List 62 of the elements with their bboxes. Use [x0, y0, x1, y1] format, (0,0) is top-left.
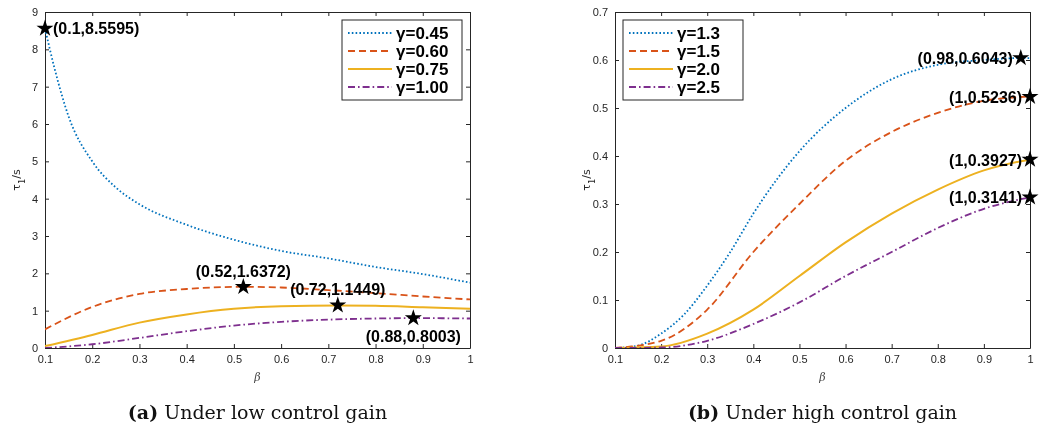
- x-axis-title: β: [253, 371, 261, 384]
- y-tick-label: 0.1: [592, 294, 608, 307]
- y-tick-label: 4: [31, 192, 38, 205]
- legend-label: γ=1.00: [396, 78, 449, 97]
- legend-label: γ=0.45: [396, 24, 449, 43]
- annotation: (1,0.3141): [949, 189, 1022, 207]
- x-tick-label: 1: [467, 352, 474, 365]
- annotation: (0.88,0.8003): [365, 328, 461, 346]
- x-tick-label: 0.8: [930, 352, 946, 365]
- text: (a) Under low control gain: [127, 401, 388, 423]
- annotation: (0.52,1.6372): [195, 262, 291, 280]
- point: [1012, 48, 1030, 66]
- y-tick-label: 0.3: [592, 198, 608, 211]
- x-tick-label: 0.4: [179, 352, 195, 365]
- y-tick-label: 0.7: [592, 6, 608, 19]
- x-tick-label: 0.7: [884, 352, 900, 365]
- y-tick-label: 0.6: [592, 54, 608, 67]
- x-tick-label: 0.2: [85, 352, 101, 365]
- annotation: (1,0.3927): [949, 151, 1022, 169]
- y-tick-label: 7: [31, 80, 38, 93]
- point: [1021, 150, 1039, 167]
- y-tick-label: 8: [31, 43, 38, 56]
- y-tick-label: 9: [31, 6, 38, 19]
- y-tick-label: 1: [31, 304, 38, 317]
- legend-label: γ=0.75: [396, 60, 449, 79]
- legend-label: γ=1.5: [677, 42, 721, 61]
- y-tick-label: 6: [31, 118, 38, 131]
- x-tick-label: 0.8: [368, 352, 384, 365]
- x-tick-label: 0.9: [976, 352, 993, 365]
- x-tick-label: 0.5: [792, 352, 808, 365]
- x-tick-label: 0.4: [746, 352, 762, 365]
- x-tick-label: 0.2: [653, 352, 670, 365]
- x-tick-label: 0.6: [273, 352, 290, 365]
- y-tick-label: 0: [31, 342, 38, 355]
- y-tick-label: 2: [31, 267, 38, 280]
- annotation: (0.98,0.6043): [917, 49, 1013, 67]
- legend-label: γ=2.5: [677, 78, 721, 97]
- x-tick-label: 0.7: [321, 352, 337, 365]
- x-tick-label: 0.3: [700, 352, 716, 365]
- x-tick-label: 0.6: [838, 352, 854, 365]
- annotation: (1,0.5236): [949, 88, 1022, 106]
- y-tick-label: 3: [31, 230, 38, 243]
- y-tick-label: 5: [31, 155, 38, 168]
- y-tick-label: 0.4: [592, 150, 608, 163]
- legend-label: γ=0.60: [396, 42, 449, 61]
- x-tick-label: 0.3: [132, 352, 148, 365]
- legend-label: γ=2.0: [677, 60, 721, 79]
- y-tick-label: 0: [601, 342, 608, 355]
- x-tick-label: 0.9: [415, 352, 431, 365]
- point: [404, 309, 422, 326]
- x-tick-label: 0.5: [226, 352, 243, 365]
- text: (b) Under high control gain: [687, 401, 958, 423]
- y-tick-label: 0.5: [592, 102, 608, 115]
- x-axis-title: β: [818, 371, 826, 384]
- point: [36, 19, 54, 36]
- x-tick-label: 1: [1027, 352, 1034, 365]
- point: [1021, 188, 1039, 205]
- annotation: (0.1,8.5595): [53, 20, 140, 38]
- x-tick-label: 0.1: [607, 352, 624, 365]
- legend-label: γ=1.3: [677, 24, 721, 43]
- y-tick-label: 0.2: [592, 246, 608, 259]
- point: [1021, 87, 1039, 104]
